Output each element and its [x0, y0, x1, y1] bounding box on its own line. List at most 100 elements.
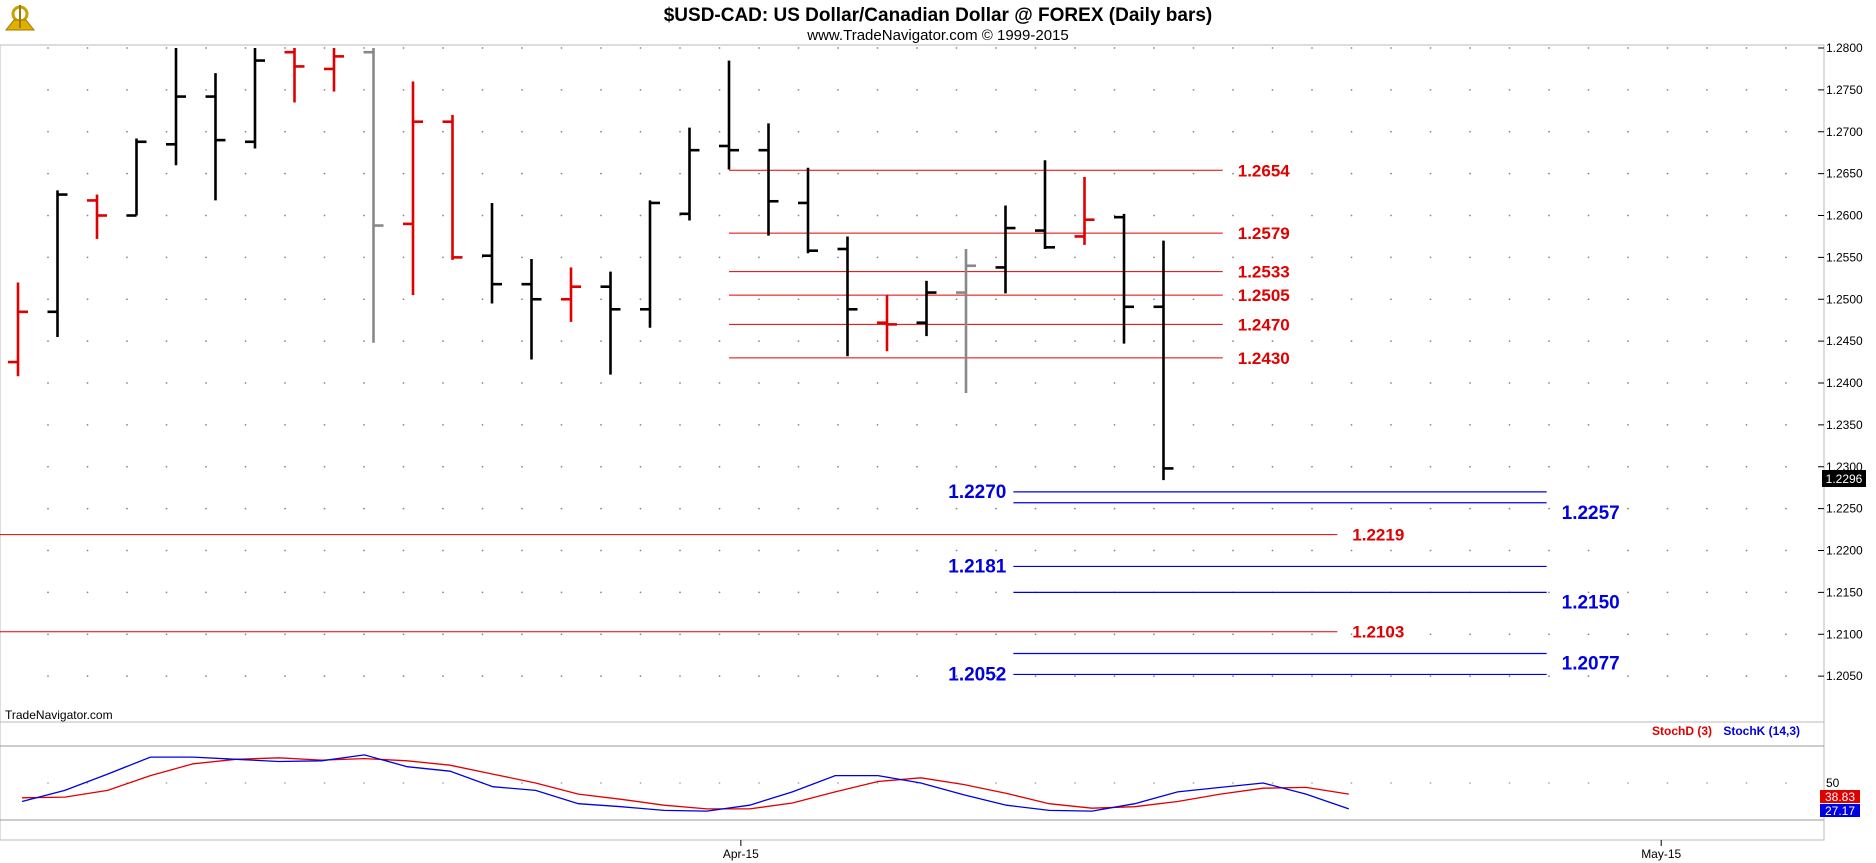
grid-dot — [126, 172, 128, 175]
grid-dot — [679, 782, 681, 784]
grid-dot — [560, 465, 563, 468]
grid-dot — [363, 47, 365, 49]
grid-dot — [955, 591, 958, 594]
y-tick-label: 1.2650 — [1826, 167, 1863, 181]
grid-dot — [47, 633, 49, 636]
grid-dot — [1429, 256, 1432, 259]
grid-dot — [639, 340, 642, 343]
grid-dot — [1192, 214, 1195, 217]
grid-dot — [1390, 549, 1392, 552]
support-label: 1.2270 — [948, 482, 1006, 503]
legend-stoch-k: StochK (14,3) — [1723, 724, 1800, 738]
grid-dot — [205, 633, 207, 636]
grid-dot — [797, 340, 800, 343]
grid-dot — [1706, 549, 1708, 552]
grid-dot — [1587, 130, 1590, 133]
grid-dot — [165, 782, 168, 784]
grid-dot — [600, 298, 602, 301]
grid-dot — [600, 465, 602, 468]
grid-dot — [47, 465, 49, 468]
grid-dot — [679, 423, 681, 426]
grid-dot — [639, 130, 642, 133]
watermark: TradeNavigator.com — [5, 708, 113, 722]
grid-dot — [442, 465, 444, 468]
grid-dot — [1311, 214, 1313, 217]
grid-dot — [1153, 675, 1155, 678]
ohlc-bar — [916, 280, 937, 337]
ohlc-bar — [1035, 160, 1055, 249]
grid-dot — [1350, 423, 1353, 426]
grid-dot — [837, 675, 839, 678]
grid-dot — [600, 256, 602, 259]
grid-dot — [521, 423, 523, 426]
grid-dot — [916, 256, 918, 259]
grid-dot — [442, 172, 444, 175]
grid-dot — [521, 782, 523, 784]
ohlc-bar — [561, 267, 581, 322]
grid-dot — [718, 782, 721, 784]
grid-dot — [1232, 298, 1234, 301]
grid-dot — [1390, 782, 1392, 784]
grid-dot — [402, 423, 405, 426]
grid-dot — [797, 423, 800, 426]
grid-dot — [1074, 256, 1076, 259]
grid-dot — [1074, 88, 1076, 91]
grid-dot — [1745, 130, 1748, 133]
grid-dot — [1627, 130, 1629, 133]
grid-dot — [47, 382, 49, 384]
grid-dot — [402, 382, 405, 384]
grid-dot — [244, 465, 247, 468]
grid-dot — [1745, 549, 1748, 552]
grid-dot — [1153, 465, 1155, 468]
grid-dot — [284, 507, 286, 510]
grid-dot — [758, 549, 760, 552]
grid-dot — [1429, 214, 1432, 217]
grid-dot — [47, 423, 49, 426]
grid-dot — [1627, 256, 1629, 259]
grid-dot — [1271, 340, 1274, 343]
grid-dot — [1192, 172, 1195, 175]
grid-dot — [1627, 382, 1629, 384]
grid-dot — [837, 47, 839, 49]
grid-dot — [205, 591, 207, 594]
grid-dot — [1429, 675, 1432, 678]
ohlc-bar — [719, 60, 739, 170]
grid-dot — [1113, 130, 1116, 133]
grid-dot — [481, 591, 484, 594]
grid-dot — [916, 591, 918, 594]
grid-dot — [1350, 782, 1353, 784]
grid-dot — [1706, 782, 1708, 784]
grid-dot — [837, 423, 839, 426]
grid-dot — [1192, 423, 1195, 426]
grid-dot — [481, 214, 484, 217]
grid-dot — [1548, 591, 1550, 594]
grid-dot — [205, 549, 207, 552]
grid-dot — [1469, 782, 1471, 784]
grid-dot — [679, 130, 681, 133]
grid-dot — [323, 382, 326, 384]
grid-dot — [442, 591, 444, 594]
grid-dot — [521, 549, 523, 552]
grid-dot — [284, 214, 286, 217]
grid-dot — [165, 633, 168, 636]
grid-dot — [363, 340, 365, 343]
ohlc-bar — [8, 282, 28, 377]
grid-dot — [47, 340, 49, 343]
grid-dot — [718, 172, 721, 175]
grid-dot — [1192, 298, 1195, 301]
grid-dot — [1311, 675, 1313, 678]
y-tick-label: 1.2350 — [1826, 418, 1863, 432]
grid-dot — [797, 549, 800, 552]
grid-dot — [955, 130, 958, 133]
grid-dot — [1034, 507, 1037, 510]
grid-dot — [126, 465, 128, 468]
grid-dot — [521, 130, 523, 133]
grid-dot — [1706, 256, 1708, 259]
grid-dot — [1508, 633, 1511, 636]
grid-dot — [126, 507, 128, 510]
grid-dot — [521, 340, 523, 343]
grid-dot — [402, 214, 405, 217]
grid-dot — [1390, 130, 1392, 133]
grid-dot — [86, 256, 89, 259]
ohlc-bar — [877, 295, 897, 352]
